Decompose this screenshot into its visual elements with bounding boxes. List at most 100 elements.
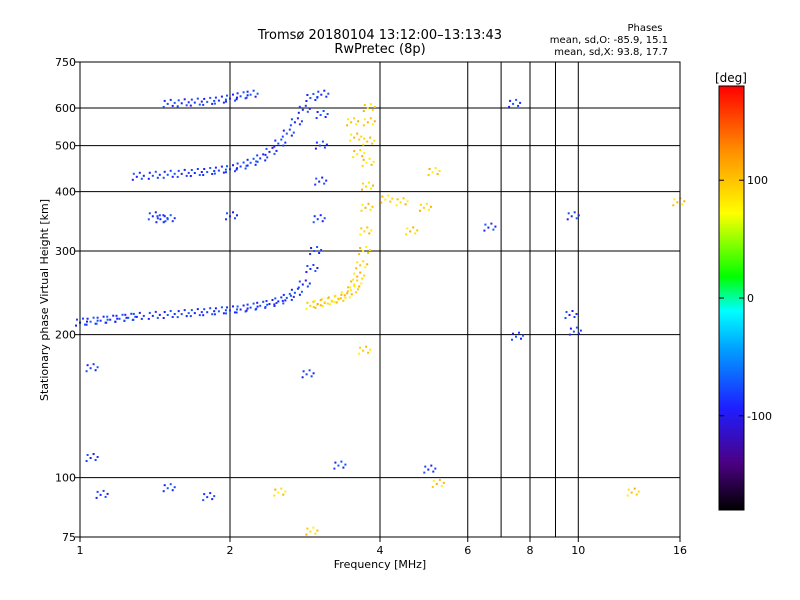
data-point-X xyxy=(319,299,322,301)
data-point-X xyxy=(359,247,362,249)
data-point-O xyxy=(147,317,150,320)
data-point-O xyxy=(424,465,427,468)
data-point-X xyxy=(350,133,353,136)
data-point-O xyxy=(132,172,135,175)
data-point-O xyxy=(483,229,486,232)
data-point-O xyxy=(217,169,220,172)
data-point-O xyxy=(213,495,216,498)
data-point-O xyxy=(189,175,192,177)
data-point-O xyxy=(132,312,135,315)
data-point-X xyxy=(633,487,636,490)
data-point-X xyxy=(333,300,336,303)
data-point-O xyxy=(163,215,166,218)
data-point-O xyxy=(333,467,336,470)
data-point-O xyxy=(213,99,216,102)
data-point-X xyxy=(360,209,363,212)
data-point-O xyxy=(256,154,259,157)
data-point-O xyxy=(232,305,234,308)
data-point-O xyxy=(180,102,183,105)
data-point-O xyxy=(319,114,322,116)
data-point-X xyxy=(409,230,412,233)
data-point-O xyxy=(196,97,199,100)
data-point-O xyxy=(313,215,316,218)
data-point-X xyxy=(359,346,362,349)
data-point-X xyxy=(274,488,277,491)
data-point-O xyxy=(106,318,109,321)
x-tick-label: 10 xyxy=(571,544,585,557)
data-point-X xyxy=(353,117,356,120)
data-point-O xyxy=(148,171,151,174)
data-point-O xyxy=(95,496,98,499)
data-point-O xyxy=(245,309,248,312)
data-point-O xyxy=(314,183,317,186)
data-point-X xyxy=(627,488,630,491)
data-point-X xyxy=(436,173,439,175)
data-point-O xyxy=(256,301,259,304)
data-point-X xyxy=(369,136,372,139)
data-point-O xyxy=(290,118,293,121)
data-point-O xyxy=(89,320,92,323)
data-point-O xyxy=(273,305,276,307)
data-point-O xyxy=(259,157,262,160)
data-point-X xyxy=(335,301,338,304)
data-point-O xyxy=(300,120,303,123)
y-tick-label: 100 xyxy=(55,472,76,485)
data-point-O xyxy=(235,311,238,314)
data-point-O xyxy=(300,290,303,293)
data-point-X xyxy=(316,529,319,532)
data-point-X xyxy=(368,157,371,160)
data-point-O xyxy=(232,211,234,214)
data-point-O xyxy=(220,95,223,98)
data-point-O xyxy=(325,95,328,98)
data-point-O xyxy=(217,99,220,102)
data-point-O xyxy=(213,102,216,105)
data-point-O xyxy=(229,215,231,218)
data-point-X xyxy=(369,117,372,120)
data-point-O xyxy=(494,225,497,228)
data-point-O xyxy=(159,218,162,221)
data-point-O xyxy=(84,323,86,326)
data-point-O xyxy=(118,317,121,320)
data-point-O xyxy=(567,212,570,215)
data-point-O xyxy=(305,271,308,273)
data-point-O xyxy=(185,315,188,318)
data-point-X xyxy=(363,137,366,140)
data-point-O xyxy=(86,454,89,456)
data-point-O xyxy=(102,489,105,492)
data-point-O xyxy=(183,309,186,312)
data-point-O xyxy=(306,110,309,113)
data-point-O xyxy=(292,131,295,134)
data-point-X xyxy=(380,201,383,204)
data-point-O xyxy=(187,171,190,174)
data-point-O xyxy=(209,96,212,99)
data-point-O xyxy=(140,317,143,320)
data-point-O xyxy=(316,218,319,221)
data-point-O xyxy=(566,218,569,221)
data-point-O xyxy=(224,309,227,312)
data-point-O xyxy=(213,313,216,316)
data-point-O xyxy=(142,314,145,317)
data-point-O xyxy=(173,217,176,220)
data-point-O xyxy=(292,295,295,298)
data-point-X xyxy=(334,294,337,297)
data-point-X xyxy=(428,168,431,170)
data-point-O xyxy=(520,337,522,340)
data-point-O xyxy=(96,319,99,322)
data-point-O xyxy=(220,306,223,309)
data-point-O xyxy=(281,135,284,138)
data-point-O xyxy=(148,311,151,314)
data-point-O xyxy=(105,321,108,324)
data-point-X xyxy=(359,233,362,236)
data-point-X xyxy=(305,307,308,310)
data-point-X xyxy=(350,289,353,292)
data-point-X xyxy=(362,143,365,146)
data-point-X xyxy=(328,303,331,306)
data-point-O xyxy=(571,310,574,312)
data-point-X xyxy=(358,285,361,288)
data-point-O xyxy=(225,312,227,315)
data-point-O xyxy=(173,313,176,315)
data-point-X xyxy=(312,306,315,308)
data-point-X xyxy=(350,280,353,283)
data-point-O xyxy=(316,111,319,113)
data-point-O xyxy=(321,176,324,179)
